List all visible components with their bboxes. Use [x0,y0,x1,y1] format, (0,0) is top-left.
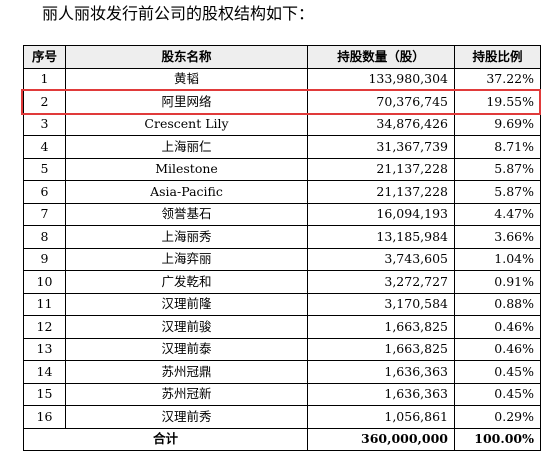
table-row: 3 Crescent Lily 34,876,426 9.69% [23,112,541,136]
row-share-count: 3,272,727 [307,270,455,294]
table-row: 2 阿里网络 70,376,745 19.55% [23,90,541,114]
row-seq: 4 [23,135,66,159]
row-seq: 12 [23,315,66,339]
row-share-ratio: 0.29% [454,405,541,429]
row-shareholder-name: 上海丽仁 [65,135,308,159]
row-share-ratio: 3.66% [454,225,541,249]
table-row: 13 汉理前泰 1,663,825 0.46% [23,337,541,361]
total-share-ratio: 100.00% [454,427,541,451]
row-share-count: 34,876,426 [307,112,455,136]
row-share-ratio: 37.22% [454,67,541,91]
table-header-row: 序号 股东名称 持股数量（股） 持股比例 [23,45,541,69]
intro-text: 丽人丽妆发行前公司的股权结构如下： [42,4,315,23]
total-share-count: 360,000,000 [307,427,455,451]
row-share-count: 1,636,363 [307,360,455,384]
header-seq: 序号 [23,45,66,69]
row-share-ratio: 0.45% [454,360,541,384]
row-shareholder-name: Asia-Pacific [65,180,308,204]
row-seq: 16 [23,405,66,429]
row-seq: 14 [23,360,66,384]
row-shareholder-name: 领誉基石 [65,202,308,226]
table-row: 4 上海丽仁 31,367,739 8.71% [23,135,541,159]
row-share-count: 31,367,739 [307,135,455,159]
table-row: 5 Milestone 21,137,228 5.87% [23,157,541,181]
row-shareholder-name: 汉理前隆 [65,292,308,316]
table-row: 9 上海弈丽 3,743,605 1.04% [23,247,541,271]
row-share-count: 133,980,304 [307,67,455,91]
table-row: 11 汉理前隆 3,170,584 0.88% [23,292,541,316]
row-share-ratio: 0.45% [454,382,541,406]
total-label: 合计 [23,427,308,451]
row-share-count: 1,663,825 [307,337,455,361]
row-share-count: 1,636,363 [307,382,455,406]
row-share-count: 70,376,745 [307,90,455,114]
table-row: 7 领誉基石 16,094,193 4.47% [23,202,541,226]
row-share-ratio: 19.55% [454,90,541,114]
row-share-count: 3,743,605 [307,247,455,271]
row-shareholder-name: 广发乾和 [65,270,308,294]
row-share-ratio: 4.47% [454,202,541,226]
row-shareholder-name: 上海弈丽 [65,247,308,271]
table-row: 15 苏州冠新 1,636,363 0.45% [23,382,541,406]
row-share-ratio: 8.71% [454,135,541,159]
row-share-count: 1,056,861 [307,405,455,429]
row-shareholder-name: Crescent Lily [65,112,308,136]
row-seq: 5 [23,157,66,181]
row-share-count: 21,137,228 [307,157,455,181]
table-row: 16 汉理前秀 1,056,861 0.29% [23,405,541,429]
table-row: 1 黄韬 133,980,304 37.22% [23,67,541,91]
row-shareholder-name: 上海丽秀 [65,225,308,249]
row-share-count: 13,185,984 [307,225,455,249]
row-seq: 9 [23,247,66,271]
row-share-ratio: 9.69% [454,112,541,136]
row-shareholder-name: 汉理前泰 [65,337,308,361]
row-shareholder-name: 阿里网络 [65,90,308,114]
row-share-count: 3,170,584 [307,292,455,316]
row-seq: 15 [23,382,66,406]
shareholding-table: 序号 股东名称 持股数量（股） 持股比例 1 黄韬 133,980,304 37… [23,45,541,451]
row-seq: 13 [23,337,66,361]
row-shareholder-name: Milestone [65,157,308,181]
row-seq: 1 [23,67,66,91]
table-row: 8 上海丽秀 13,185,984 3.66% [23,225,541,249]
table-total-row: 合计 360,000,000 100.00% [23,427,541,451]
row-seq: 2 [23,90,66,114]
table-row: 14 苏州冠鼎 1,636,363 0.45% [23,360,541,384]
row-share-ratio: 1.04% [454,247,541,271]
row-share-ratio: 5.87% [454,180,541,204]
row-shareholder-name: 苏州冠新 [65,382,308,406]
row-share-count: 21,137,228 [307,180,455,204]
row-seq: 7 [23,202,66,226]
row-share-ratio: 0.88% [454,292,541,316]
row-seq: 11 [23,292,66,316]
row-seq: 3 [23,112,66,136]
row-shareholder-name: 黄韬 [65,67,308,91]
row-shareholder-name: 苏州冠鼎 [65,360,308,384]
table-row: 10 广发乾和 3,272,727 0.91% [23,270,541,294]
table-row: 12 汉理前骏 1,663,825 0.46% [23,315,541,339]
row-seq: 10 [23,270,66,294]
header-share-ratio: 持股比例 [454,45,541,69]
row-shareholder-name: 汉理前秀 [65,405,308,429]
row-share-ratio: 0.91% [454,270,541,294]
table-row: 6 Asia-Pacific 21,137,228 5.87% [23,180,541,204]
row-share-ratio: 5.87% [454,157,541,181]
row-share-ratio: 0.46% [454,337,541,361]
row-seq: 6 [23,180,66,204]
row-share-count: 16,094,193 [307,202,455,226]
row-seq: 8 [23,225,66,249]
header-shareholder-name: 股东名称 [65,45,308,69]
row-shareholder-name: 汉理前骏 [65,315,308,339]
row-share-count: 1,663,825 [307,315,455,339]
header-share-count: 持股数量（股） [307,45,455,69]
row-share-ratio: 0.46% [454,315,541,339]
